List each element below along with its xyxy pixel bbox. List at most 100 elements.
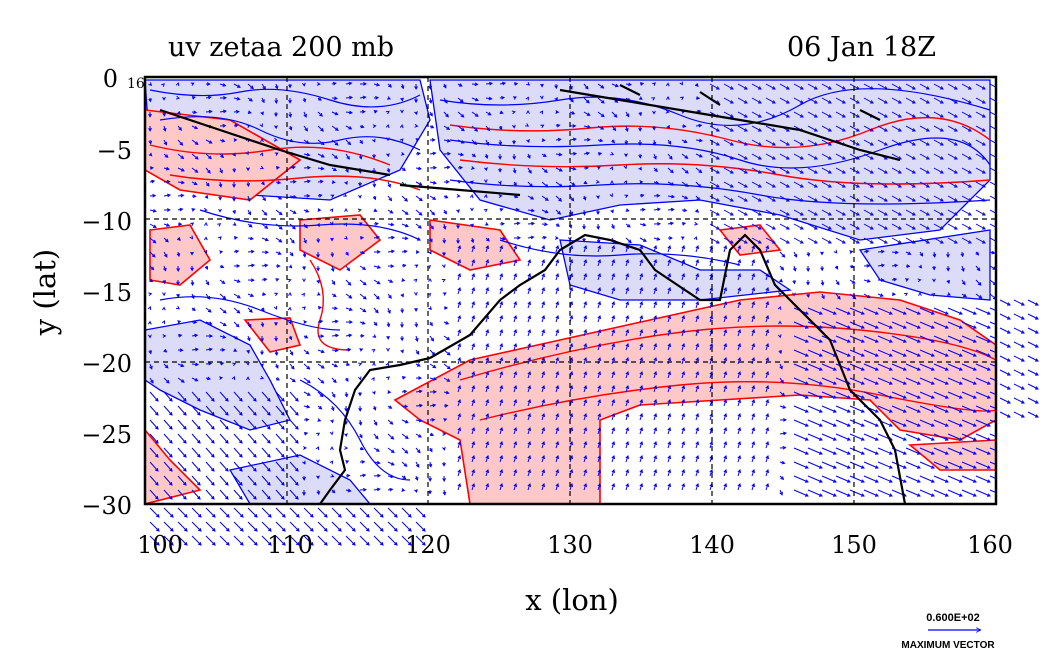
wind-vector: [639, 301, 643, 309]
wind-vector-head: [236, 96, 241, 101]
wind-vector: [611, 413, 615, 421]
wind-vector: [849, 97, 860, 104]
wind-vector-head: [953, 170, 958, 174]
wind-vector-head: [743, 184, 748, 188]
wind-vector: [653, 399, 657, 407]
wind-vector-head: [655, 180, 660, 185]
wind-vector-head: [902, 353, 907, 357]
wind-vector-head: [344, 208, 348, 212]
wind-vector-head: [432, 389, 437, 394]
wind-vector-head: [400, 97, 404, 102]
wind-vector: [751, 259, 755, 267]
wind-vector: [359, 307, 366, 313]
wind-vector: [191, 535, 202, 546]
wind-vector-head: [558, 168, 563, 172]
wind-vector: [695, 301, 699, 309]
wind-vector-head: [203, 249, 208, 254]
wind-vector: [919, 321, 935, 329]
wind-vector-head: [208, 155, 212, 160]
wind-vector-head: [944, 395, 949, 399]
wind-vector: [219, 475, 229, 486]
wind-vector-head: [765, 469, 770, 474]
wind-vector-head: [792, 292, 796, 297]
wind-vector-head: [596, 239, 601, 244]
wind-vector-head: [751, 371, 756, 376]
wind-vector-head: [785, 240, 790, 244]
wind-vector-head: [393, 541, 398, 546]
wind-vector-head: [866, 294, 871, 299]
wind-vector-head: [211, 439, 215, 444]
wind-vector-head: [925, 156, 930, 160]
wind-vector: [163, 507, 174, 518]
wind-vector: [317, 139, 325, 145]
wind-vector: [597, 455, 601, 463]
wind-vector-head: [916, 465, 921, 469]
wind-vector-head: [799, 86, 804, 90]
wind-vector-head: [390, 264, 395, 268]
wind-vector-head: [305, 140, 310, 144]
wind-vector-head: [499, 371, 504, 376]
wind-vector-head: [499, 315, 504, 320]
wind-vector-head: [610, 209, 614, 214]
wind-vector-head: [404, 197, 409, 202]
wind-vector: [849, 223, 860, 230]
wind-vector-head: [1006, 330, 1011, 334]
wind-vector: [835, 83, 846, 90]
wind-vector: [723, 315, 727, 323]
wind-vector: [611, 259, 615, 267]
wind-vector-head: [239, 541, 244, 546]
wind-vector-head: [841, 170, 846, 174]
wind-vector-head: [234, 336, 239, 340]
wind-vector-head: [939, 240, 944, 244]
wind-vector-head: [365, 541, 370, 546]
wind-vector: [723, 111, 734, 118]
wind-vector-head: [306, 379, 311, 384]
wind-vector-head: [757, 100, 762, 104]
wind-vector-head: [334, 319, 339, 324]
wind-vector-head: [429, 238, 433, 243]
wind-vector-head: [555, 469, 560, 474]
wind-vector: [667, 343, 671, 351]
wind-vector: [653, 357, 657, 365]
wind-vector-head: [375, 309, 379, 314]
wind-vector: [835, 153, 846, 160]
wind-vector: [1013, 397, 1025, 404]
wind-vector-head: [723, 385, 728, 390]
wind-vector-head: [194, 377, 199, 382]
wind-vector-head: [344, 446, 349, 450]
wind-vector-head: [751, 329, 756, 334]
wind-vector-head: [888, 423, 893, 427]
wind-vector-head: [958, 479, 963, 483]
wind-vector: [261, 461, 271, 472]
wind-vector-head: [930, 367, 935, 371]
wind-vector-head: [737, 329, 742, 334]
wind-vector-head: [827, 198, 832, 202]
wind-vector-head: [260, 351, 264, 356]
wind-vector-head: [262, 85, 266, 90]
wind-vector-head: [443, 210, 447, 215]
wind-vector: [555, 195, 562, 202]
wind-vector: [275, 507, 286, 518]
wind-vector-head: [197, 439, 201, 444]
wind-vector-head: [236, 309, 241, 314]
wind-vector-head: [751, 441, 756, 446]
wind-vector: [891, 223, 902, 230]
wind-vector-head: [598, 152, 603, 156]
wind-vector: [471, 441, 475, 449]
wind-vector-head: [334, 111, 339, 116]
wind-vector: [919, 447, 935, 455]
wind-vector-head: [880, 249, 885, 254]
wind-vector: [443, 111, 449, 118]
wind-vector-head: [611, 329, 616, 334]
wind-vector: [499, 385, 503, 393]
wind-vector-head: [275, 278, 280, 282]
wind-vector-head: [866, 279, 871, 283]
wind-vector-head: [485, 483, 490, 488]
wind-vector-head: [317, 97, 322, 101]
wind-vector-head: [221, 280, 226, 285]
wind-vector-head: [785, 198, 790, 202]
wind-vector: [723, 455, 727, 463]
wind-vector-head: [911, 184, 916, 188]
wind-vector: [905, 139, 916, 146]
wind-vector: [485, 357, 489, 365]
